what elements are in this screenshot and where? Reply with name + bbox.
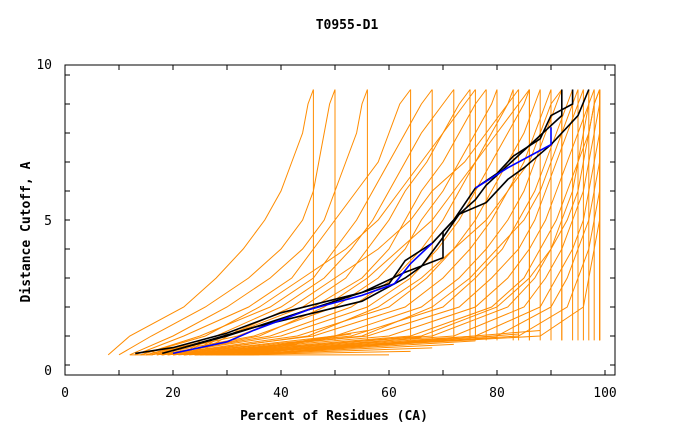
model-line-1	[118, 89, 336, 356]
y-tick-label: 0	[44, 364, 52, 379]
x-tick-label: 0	[61, 386, 69, 401]
model-band-line-29	[237, 336, 422, 356]
model-line-3	[135, 89, 412, 356]
y-tick-label: 10	[36, 58, 52, 73]
model-line-14	[167, 89, 574, 356]
model-line-10	[156, 89, 530, 356]
model-line-7	[151, 89, 487, 356]
model-lines	[107, 89, 601, 356]
model-line-26	[172, 89, 563, 356]
model-line-16	[172, 89, 595, 356]
model-band-line-15	[216, 329, 368, 356]
model-line-6	[145, 89, 471, 356]
model-band-line-26	[216, 347, 309, 356]
model-line-19	[183, 89, 601, 356]
model-line-5	[145, 89, 455, 356]
highlight-line-3	[172, 242, 433, 355]
y-tick-labels: 0 5 10	[36, 58, 52, 379]
x-tick-label: 100	[593, 386, 616, 401]
highlight-lines	[135, 89, 590, 355]
model-line-0	[107, 89, 314, 356]
model-line-22	[199, 89, 601, 356]
highlight-line-0	[135, 89, 563, 355]
model-line-29	[194, 89, 590, 356]
model-band-line-3	[177, 344, 185, 356]
x-tick-labels: 0 20 40 60 80 100	[61, 386, 617, 401]
model-line-4	[140, 89, 433, 356]
model-line-18	[183, 89, 601, 356]
x-tick-label: 20	[165, 386, 181, 401]
model-line-12	[162, 89, 552, 356]
x-tick-label: 80	[489, 386, 505, 401]
y-axis-label: Distance Cutoff, A	[19, 161, 34, 302]
model-line-28	[140, 89, 476, 356]
model-line-13	[167, 89, 563, 356]
model-line-2	[129, 89, 368, 356]
x-tick-label: 40	[273, 386, 289, 401]
model-band-line-1	[151, 350, 163, 356]
model-line-9	[156, 89, 514, 356]
y-tick-label: 5	[44, 214, 52, 229]
model-band-line-23	[248, 329, 541, 356]
model-line-8	[151, 89, 498, 356]
x-tick-label: 60	[381, 386, 397, 401]
model-band-line-25	[194, 350, 228, 356]
highlight-line-4	[474, 127, 552, 189]
model-line-24	[162, 89, 530, 356]
x-axis-label: Percent of Residues (CA)	[240, 409, 428, 424]
axis-ticks	[64, 65, 615, 375]
model-line-27	[183, 89, 579, 356]
highlight-line-2	[172, 89, 590, 352]
chart-title: T0955-D1	[316, 18, 379, 33]
